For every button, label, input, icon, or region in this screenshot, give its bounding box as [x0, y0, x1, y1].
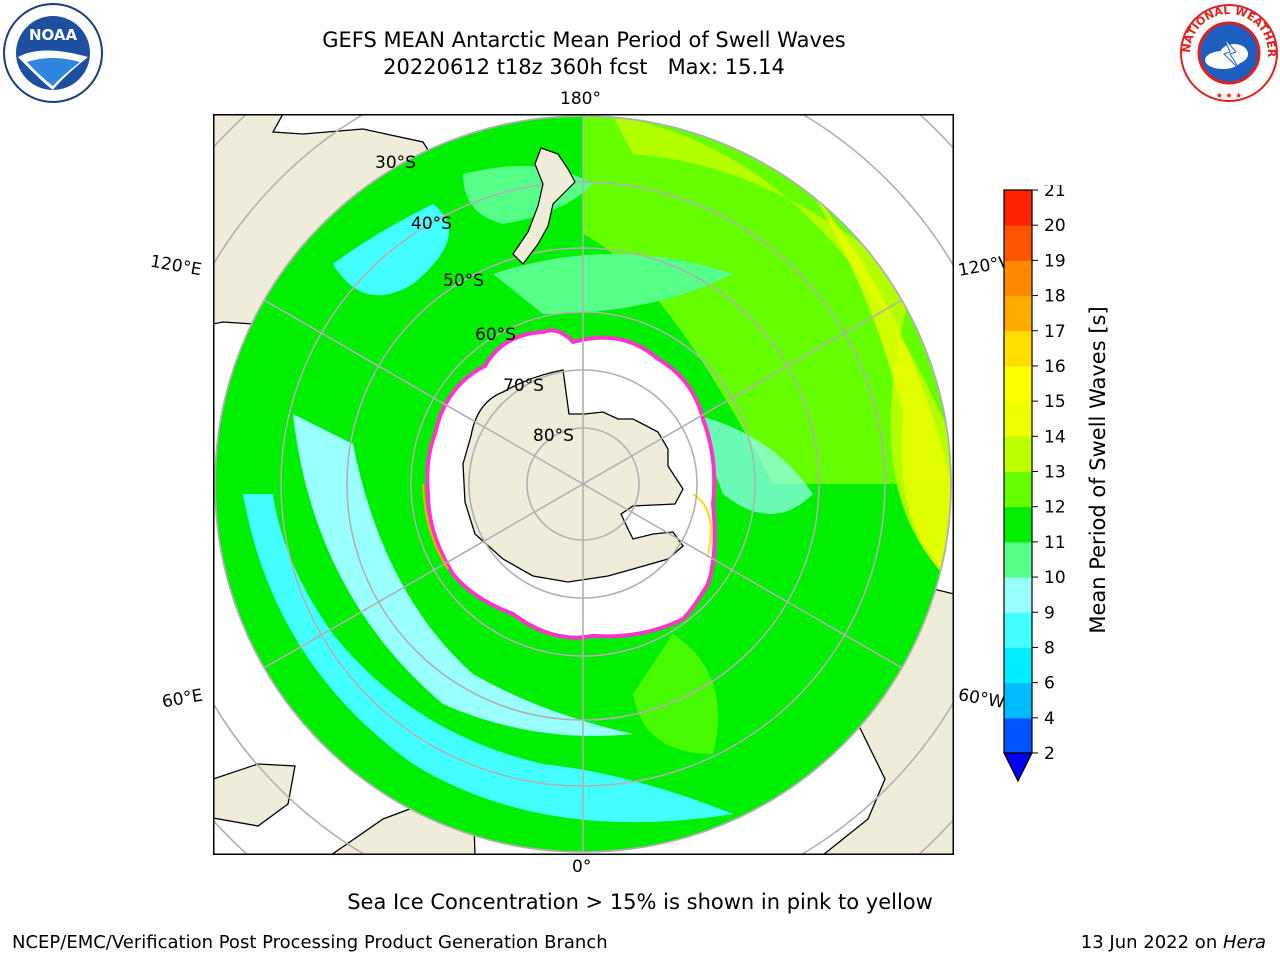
- lat-label-80s: 80°S: [533, 426, 574, 446]
- colorbar-swatch: [1004, 190, 1032, 226]
- colorbar-swatch: [1004, 506, 1032, 543]
- colorbar-tick-label: 6: [1044, 674, 1055, 694]
- chart-title: GEFS MEAN Antarctic Mean Period of Swell…: [322, 28, 846, 52]
- noaa-logo-text: NOAA: [29, 26, 78, 44]
- colorbar-tick-label: 16: [1044, 357, 1066, 377]
- colorbar-swatch: [1004, 541, 1032, 578]
- colorbar-swatch: [1004, 436, 1032, 472]
- nws-logo: NATIONAL WEATHER SERVICE ★ ★ ★: [1178, 2, 1278, 102]
- colorbar-tick-label: 12: [1044, 498, 1066, 518]
- lat-label-40s: 40°S: [411, 214, 452, 234]
- colorbar-extend-arrow: [1003, 752, 1033, 783]
- graticule: [213, 114, 954, 855]
- lat-label-30s: 30°S: [375, 153, 416, 173]
- lon-label-0: 0°: [572, 857, 592, 877]
- lon-label-180: 180°: [560, 89, 601, 109]
- colorbar: 2 4 6 8 9 10 11 12 13 14 15 16 17 18 19 20 21: [1003, 185, 1066, 783]
- chart-subtitle: 20220612 t18z 360h fcst Max: 15.14: [383, 55, 785, 79]
- colorbar-tick-label: 9: [1044, 603, 1055, 623]
- colorbar-tick-label: 20: [1044, 216, 1066, 236]
- land-antarctica: [462, 369, 684, 583]
- colorbar-tick-label: 4: [1044, 709, 1055, 729]
- colorbar-tick-label: 11: [1044, 533, 1066, 553]
- colorbar-label: Mean Period of Swell Waves [s]: [1086, 306, 1110, 634]
- colorbar-tick-label: 15: [1044, 392, 1066, 412]
- colorbar-tick-label: 8: [1044, 638, 1055, 658]
- lat-label-50s: 50°S: [443, 271, 484, 291]
- footer-machine: Hera: [1222, 932, 1266, 953]
- land-new-zealand: [512, 147, 576, 265]
- colorbar-swatch: [1004, 647, 1032, 684]
- colorbar-tick-label: 2: [1044, 744, 1055, 764]
- polar-map: 30°S 40°S 50°S 60°S 70°S 80°S: [213, 114, 954, 855]
- svg-text:★ ★ ★: ★ ★ ★: [1216, 91, 1243, 100]
- colorbar-tick-label: 14: [1044, 427, 1066, 447]
- colorbar-tick-label: 18: [1044, 287, 1066, 307]
- colorbar-tick-label: 19: [1044, 251, 1066, 271]
- colorbar-swatch: [1004, 365, 1032, 402]
- colorbar-swatch: [1004, 295, 1032, 332]
- colorbar-swatch: [1004, 330, 1032, 367]
- sea-ice-note: Sea Ice Concentration > 15% is shown in …: [347, 890, 933, 914]
- colorbar-swatch: [1004, 401, 1032, 437]
- footer-credit: NCEP/EMC/Verification Post Processing Pr…: [12, 932, 608, 953]
- lon-label-60e: 60°E: [160, 685, 205, 713]
- footer-date: 13 Jun 2022 on Hera: [1080, 932, 1266, 953]
- colorbar-tick-label: 13: [1044, 463, 1066, 483]
- colorbar-tick-label: 10: [1044, 568, 1066, 588]
- noaa-logo: NOAA: [3, 3, 103, 103]
- colorbar-swatch: [1004, 682, 1032, 719]
- lat-label-60s: 60°S: [475, 325, 516, 345]
- land-madagascar: [213, 763, 296, 827]
- colorbar-tick-label: 17: [1044, 322, 1066, 342]
- colorbar-swatch: [1004, 577, 1032, 613]
- lat-label-70s: 70°S: [503, 376, 544, 396]
- colorbar-swatch: [1004, 260, 1032, 297]
- lon-label-120e: 120°E: [148, 251, 204, 281]
- colorbar-swatch: [1004, 612, 1032, 648]
- colorbar-swatch: [1004, 225, 1032, 261]
- colorbar-swatch: [1004, 717, 1032, 754]
- map-border: [213, 114, 954, 855]
- colorbar-swatch: [1004, 471, 1032, 508]
- colorbar-tick-label: 21: [1044, 185, 1066, 201]
